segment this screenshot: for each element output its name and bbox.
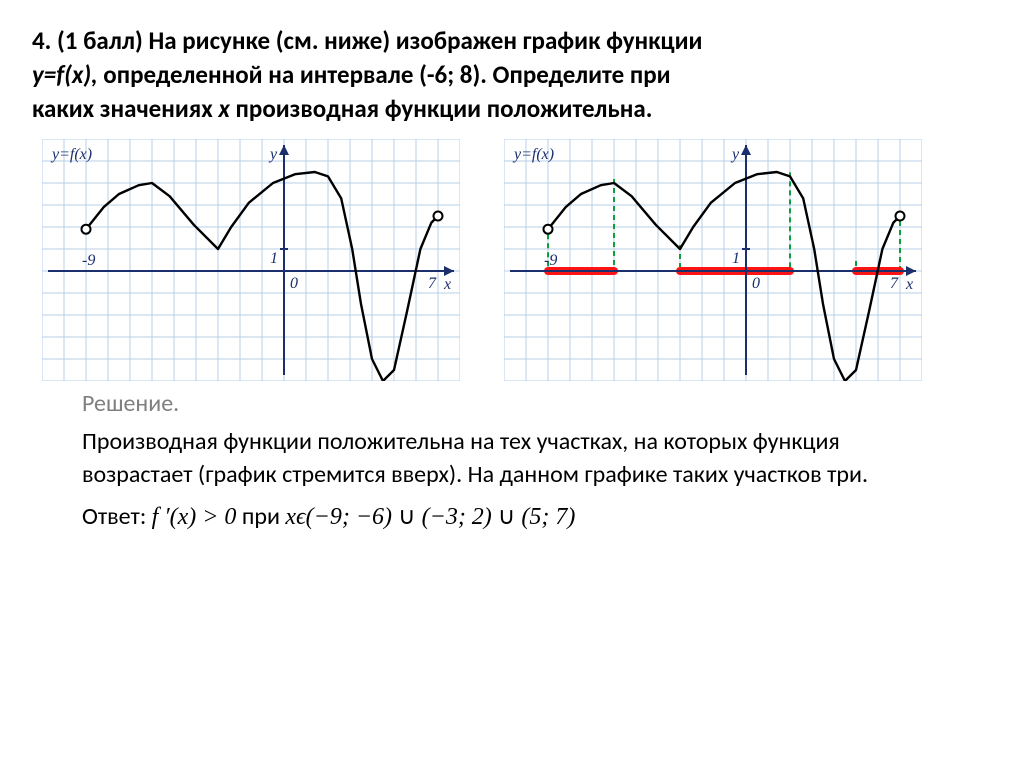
problem-line1: На рисунке (см. ниже) изображен график ф… bbox=[149, 25, 703, 56]
svg-text:0: 0 bbox=[752, 275, 760, 292]
graphs-row: y=f(x) y x 0 -9 1 7 y=f(x) y x 0 -9 1 7 bbox=[42, 139, 992, 381]
svg-text:0: 0 bbox=[290, 275, 298, 292]
solution-heading: Решение. bbox=[82, 389, 952, 418]
svg-text:1: 1 bbox=[270, 250, 278, 267]
svg-text:7: 7 bbox=[428, 275, 437, 292]
graph-left-svg: y=f(x) y x 0 -9 1 7 bbox=[42, 139, 460, 381]
svg-text:-9: -9 bbox=[82, 252, 95, 269]
svg-text:x: x bbox=[443, 276, 451, 293]
svg-text:y: y bbox=[730, 146, 740, 163]
svg-text:y=f(x): y=f(x) bbox=[50, 146, 92, 163]
answer-cup2: ∪ bbox=[498, 504, 516, 530]
answer-fprime: f ′(x) > 0 bbox=[152, 504, 237, 530]
solution-answer: Ответ: f ′(x) > 0 при xϵ(−9; −6) ∪ (−3; … bbox=[82, 501, 952, 533]
svg-text:7: 7 bbox=[890, 275, 899, 292]
answer-label: Ответ: bbox=[82, 502, 152, 531]
svg-text:y: y bbox=[268, 146, 278, 163]
solution-body: Производная функции положительна на тех … bbox=[82, 426, 952, 491]
svg-text:-9: -9 bbox=[544, 252, 557, 269]
problem-line2: определенной на интервале (-6; 8). Опред… bbox=[98, 59, 671, 90]
graph-left: y=f(x) y x 0 -9 1 7 bbox=[42, 139, 460, 381]
solution-block: Решение. Производная функции положительн… bbox=[82, 389, 952, 533]
problem-line3c: производная функции положительна. bbox=[230, 93, 653, 124]
problem-line3a: каких значениях bbox=[32, 93, 218, 124]
answer-cup1: ∪ bbox=[398, 504, 416, 530]
graph-right: y=f(x) y x 0 -9 1 7 bbox=[504, 139, 922, 381]
answer-pri: при bbox=[236, 502, 285, 531]
svg-text:y=f(x): y=f(x) bbox=[512, 146, 554, 163]
problem-number: 4. (1 балл) bbox=[32, 25, 149, 56]
svg-text:x: x bbox=[905, 276, 913, 293]
answer-xin: xϵ(−9; −6) bbox=[285, 504, 398, 530]
svg-text:1: 1 bbox=[732, 250, 740, 267]
problem-statement: 4. (1 балл) На рисунке (см. ниже) изобра… bbox=[32, 24, 992, 125]
problem-var-x: x bbox=[218, 93, 230, 124]
problem-function: y=f(x), bbox=[32, 59, 98, 90]
graph-right-svg: y=f(x) y x 0 -9 1 7 bbox=[504, 139, 922, 381]
answer-int2: (−3; 2) bbox=[416, 504, 498, 530]
answer-int3: (5; 7) bbox=[515, 504, 575, 530]
